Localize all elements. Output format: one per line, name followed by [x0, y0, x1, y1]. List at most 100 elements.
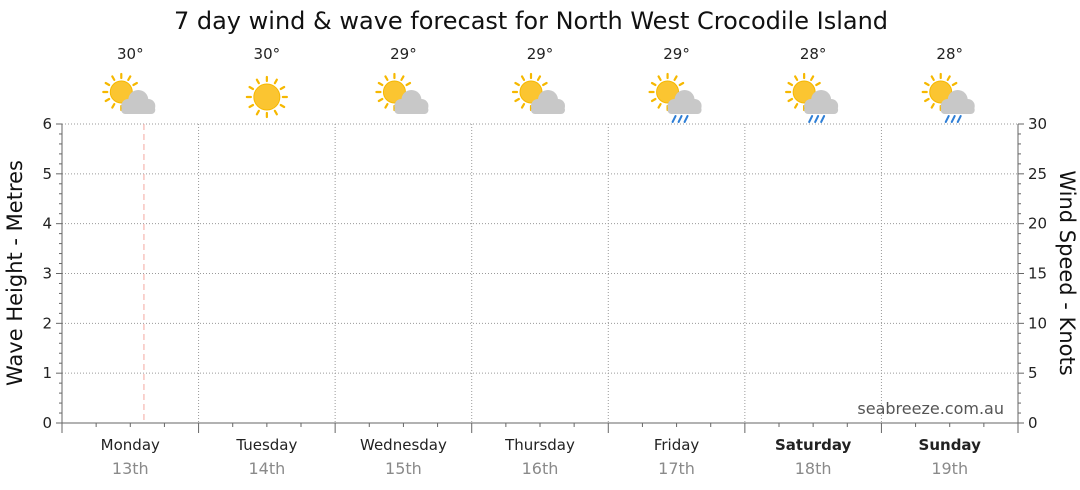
day-name-label: Friday — [654, 436, 700, 454]
sun-ray — [787, 97, 794, 103]
partly-cloudy-icon — [375, 72, 429, 114]
sun-ray — [255, 109, 260, 116]
sun-ray — [514, 97, 520, 103]
sun-ray — [924, 97, 930, 103]
day-name-label: Monday — [101, 436, 160, 454]
sun-disc — [109, 80, 133, 104]
sun-ray — [787, 81, 794, 87]
sun-ray — [951, 81, 958, 87]
chart-title: 7 day wind & wave forecast for North Wes… — [174, 7, 888, 35]
sun-ray — [542, 81, 548, 87]
right-tick-label: 20 — [1028, 215, 1047, 233]
sun-ray — [104, 81, 111, 87]
cloud-shape — [394, 90, 429, 114]
sun-ray — [794, 103, 799, 109]
sun-ray — [255, 78, 260, 85]
day-date-label: 13th — [112, 459, 149, 478]
sun-ray — [930, 103, 935, 109]
day-name-label: Tuesday — [235, 436, 297, 454]
shower-icon — [785, 72, 839, 123]
right-axis-ticks: 0 5 10 15 20 25 30 — [1018, 115, 1047, 432]
left-tick-label: 3 — [42, 265, 52, 283]
sun-ray — [111, 103, 116, 109]
sun-ray — [279, 103, 286, 109]
sun-ray — [514, 81, 520, 87]
rain-drop — [677, 115, 683, 123]
day-date-label: 16th — [522, 459, 559, 478]
sun-ray — [673, 75, 678, 81]
day-column-thursday: 29° Thursday 16th — [504, 45, 575, 478]
day-column-sunday: 28° Sunday 19th — [919, 45, 982, 478]
sun-ray — [384, 103, 389, 109]
rain-drop — [814, 115, 820, 123]
day-date-label: 14th — [248, 459, 285, 478]
cloud-shape — [940, 90, 975, 114]
left-tick-label: 4 — [42, 215, 52, 233]
sun-ray — [127, 75, 132, 81]
grid — [62, 123, 1018, 423]
day-temperature: 29° — [390, 45, 417, 63]
sun-ray — [946, 75, 951, 81]
rain-drop — [683, 115, 689, 123]
left-axis-label: Wave Height - Metres — [3, 160, 27, 386]
sunny-icon — [245, 75, 288, 119]
sun-ray — [815, 81, 821, 87]
day-column-monday: 30° Monday 13th — [101, 45, 160, 478]
sun-ray — [650, 97, 657, 103]
cloud-shape — [531, 90, 565, 114]
day-columns: 30° Monday 13th 30° Tuesday 14th 29° Wednesday 1… — [101, 45, 981, 478]
right-tick-label: 10 — [1028, 314, 1047, 332]
sun-ray — [279, 85, 286, 91]
sun-ray — [104, 97, 111, 103]
day-temperature: 30° — [117, 45, 144, 63]
day-date-label: 18th — [795, 459, 832, 478]
left-tick-label: 1 — [42, 364, 52, 382]
sun-ray — [794, 75, 799, 81]
day-name-label: Thursday — [504, 436, 575, 454]
day-date-label: 17th — [658, 459, 695, 478]
right-tick-label: 30 — [1028, 115, 1047, 133]
cloud-shape — [804, 90, 839, 114]
cloud-shape — [121, 90, 156, 114]
sun-ray — [924, 81, 930, 87]
sun-ray — [377, 97, 384, 103]
day-column-tuesday: 30° Tuesday 14th — [235, 45, 297, 478]
axes — [61, 124, 1019, 433]
sun-ray — [400, 75, 405, 81]
day-column-saturday: 28° Saturday 18th — [775, 45, 852, 478]
rain-drop — [944, 115, 950, 123]
day-temperature: 30° — [254, 45, 281, 63]
day-temperature: 29° — [527, 45, 554, 63]
cloud-shape — [667, 90, 702, 114]
day-column-friday: 29° Friday 17th — [648, 45, 702, 478]
sun-ray — [377, 81, 384, 87]
left-axis-ticks: 0 1 2 3 4 5 6 — [42, 115, 62, 432]
left-tick-label: 2 — [42, 314, 52, 332]
sun-ray — [657, 103, 662, 109]
left-tick-label: 0 — [42, 414, 52, 432]
rain-drop — [956, 115, 962, 123]
rain-drop — [671, 115, 677, 123]
day-name-label: Sunday — [919, 436, 982, 454]
shower-icon — [648, 72, 702, 123]
day-date-label: 19th — [931, 459, 968, 478]
sun-ray — [520, 75, 526, 81]
sun-ray — [536, 75, 542, 81]
right-tick-label: 0 — [1028, 414, 1038, 432]
left-tick-label: 6 — [42, 115, 52, 133]
right-tick-label: 15 — [1028, 265, 1047, 283]
shower-icon — [921, 72, 975, 123]
day-temperature: 29° — [663, 45, 690, 63]
right-axis-label: Wind Speed - Knots — [1055, 170, 1079, 375]
sun-ray — [273, 109, 278, 116]
partly-cloudy-icon — [102, 72, 156, 114]
rain-drop — [808, 115, 814, 123]
sun-ray — [810, 75, 815, 81]
day-temperature: 28° — [936, 45, 963, 63]
sun-ray — [132, 81, 138, 87]
day-name-label: Saturday — [775, 436, 852, 454]
sun-ray — [650, 81, 657, 87]
partly-cloudy-icon — [511, 72, 565, 114]
sun-ray — [384, 75, 389, 81]
